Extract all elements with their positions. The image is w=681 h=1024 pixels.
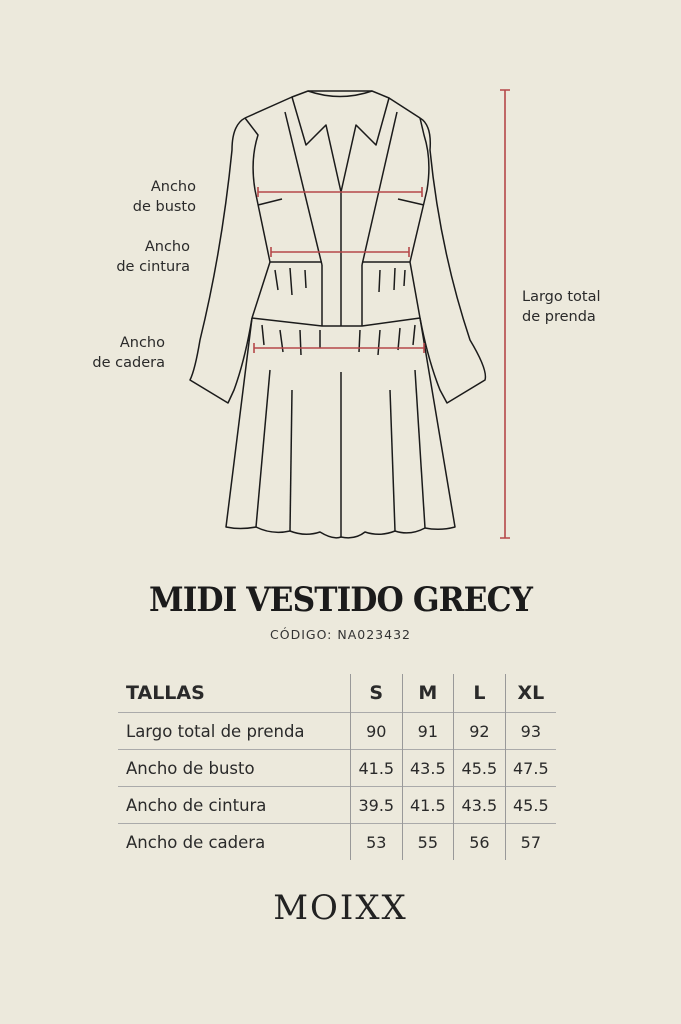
bust-label-line2: de busto [132,199,196,215]
cell: 91 [401,712,454,750]
cell: 55 [401,823,454,860]
cell: 45.5 [453,749,506,787]
waist-measure-line [270,247,410,257]
length-measure-line [500,89,510,539]
cell: 45.5 [504,786,556,824]
product-title: MIDI VESTIDO GRECY [148,580,533,620]
row-label: Ancho de cadera [118,823,351,860]
cell: 41.5 [350,749,403,787]
header-size-xl: XL [504,674,556,713]
hip-label: Ancho de cadera [70,333,165,373]
waist-label-line2: de cintura [116,259,190,275]
header-tallas: TALLAS [126,682,205,704]
cell: 41.5 [401,786,454,824]
bust-label-line1: Ancho [150,179,196,195]
length-label: Largo total de prenda [522,287,622,327]
dress-illustration [189,89,510,539]
size-table: TALLAS S M L XL Largo total de prenda 90… [118,674,556,860]
header-size-m: M [401,674,454,713]
row-label: Largo total de prenda [118,712,351,750]
cell: 92 [453,712,506,750]
waist-label-line1: Ancho [144,239,190,255]
bust-label: Ancho de busto [100,177,196,217]
cell: 39.5 [350,786,403,824]
product-code: CÓDIGO: NA023432 [270,627,411,642]
cell: 43.5 [453,786,506,824]
cell: 47.5 [504,749,556,787]
cell: 57 [504,823,556,860]
table-row: Ancho de cintura 39.5 41.5 43.5 45.5 [118,786,556,824]
waist-label: Ancho de cintura [90,237,190,277]
cell: 93 [504,712,556,750]
brand-logo: MOIXX [273,888,408,928]
header-size-s: S [350,674,403,713]
length-label-line2: de prenda [522,309,596,325]
table-row: Ancho de cadera 53 55 56 57 [118,823,556,860]
cell: 43.5 [401,749,454,787]
hip-label-line1: Ancho [119,335,165,351]
row-label: Ancho de busto [118,749,351,787]
cell: 56 [453,823,506,860]
row-label: Ancho de cintura [118,786,351,824]
table-row: Largo total de prenda 90 91 92 93 [118,712,556,750]
table-header: TALLAS S M L XL [118,674,556,713]
bust-measure-line [257,187,423,197]
header-size-l: L [453,674,506,713]
cell: 53 [350,823,403,860]
length-label-line1: Largo total [522,289,601,305]
hip-measure-line [253,343,425,353]
table-row: Ancho de busto 41.5 43.5 45.5 47.5 [118,749,556,787]
cell: 90 [350,712,403,750]
hip-label-line2: de cadera [92,355,165,371]
measure-lines [253,89,510,539]
dress-outline [189,90,487,539]
